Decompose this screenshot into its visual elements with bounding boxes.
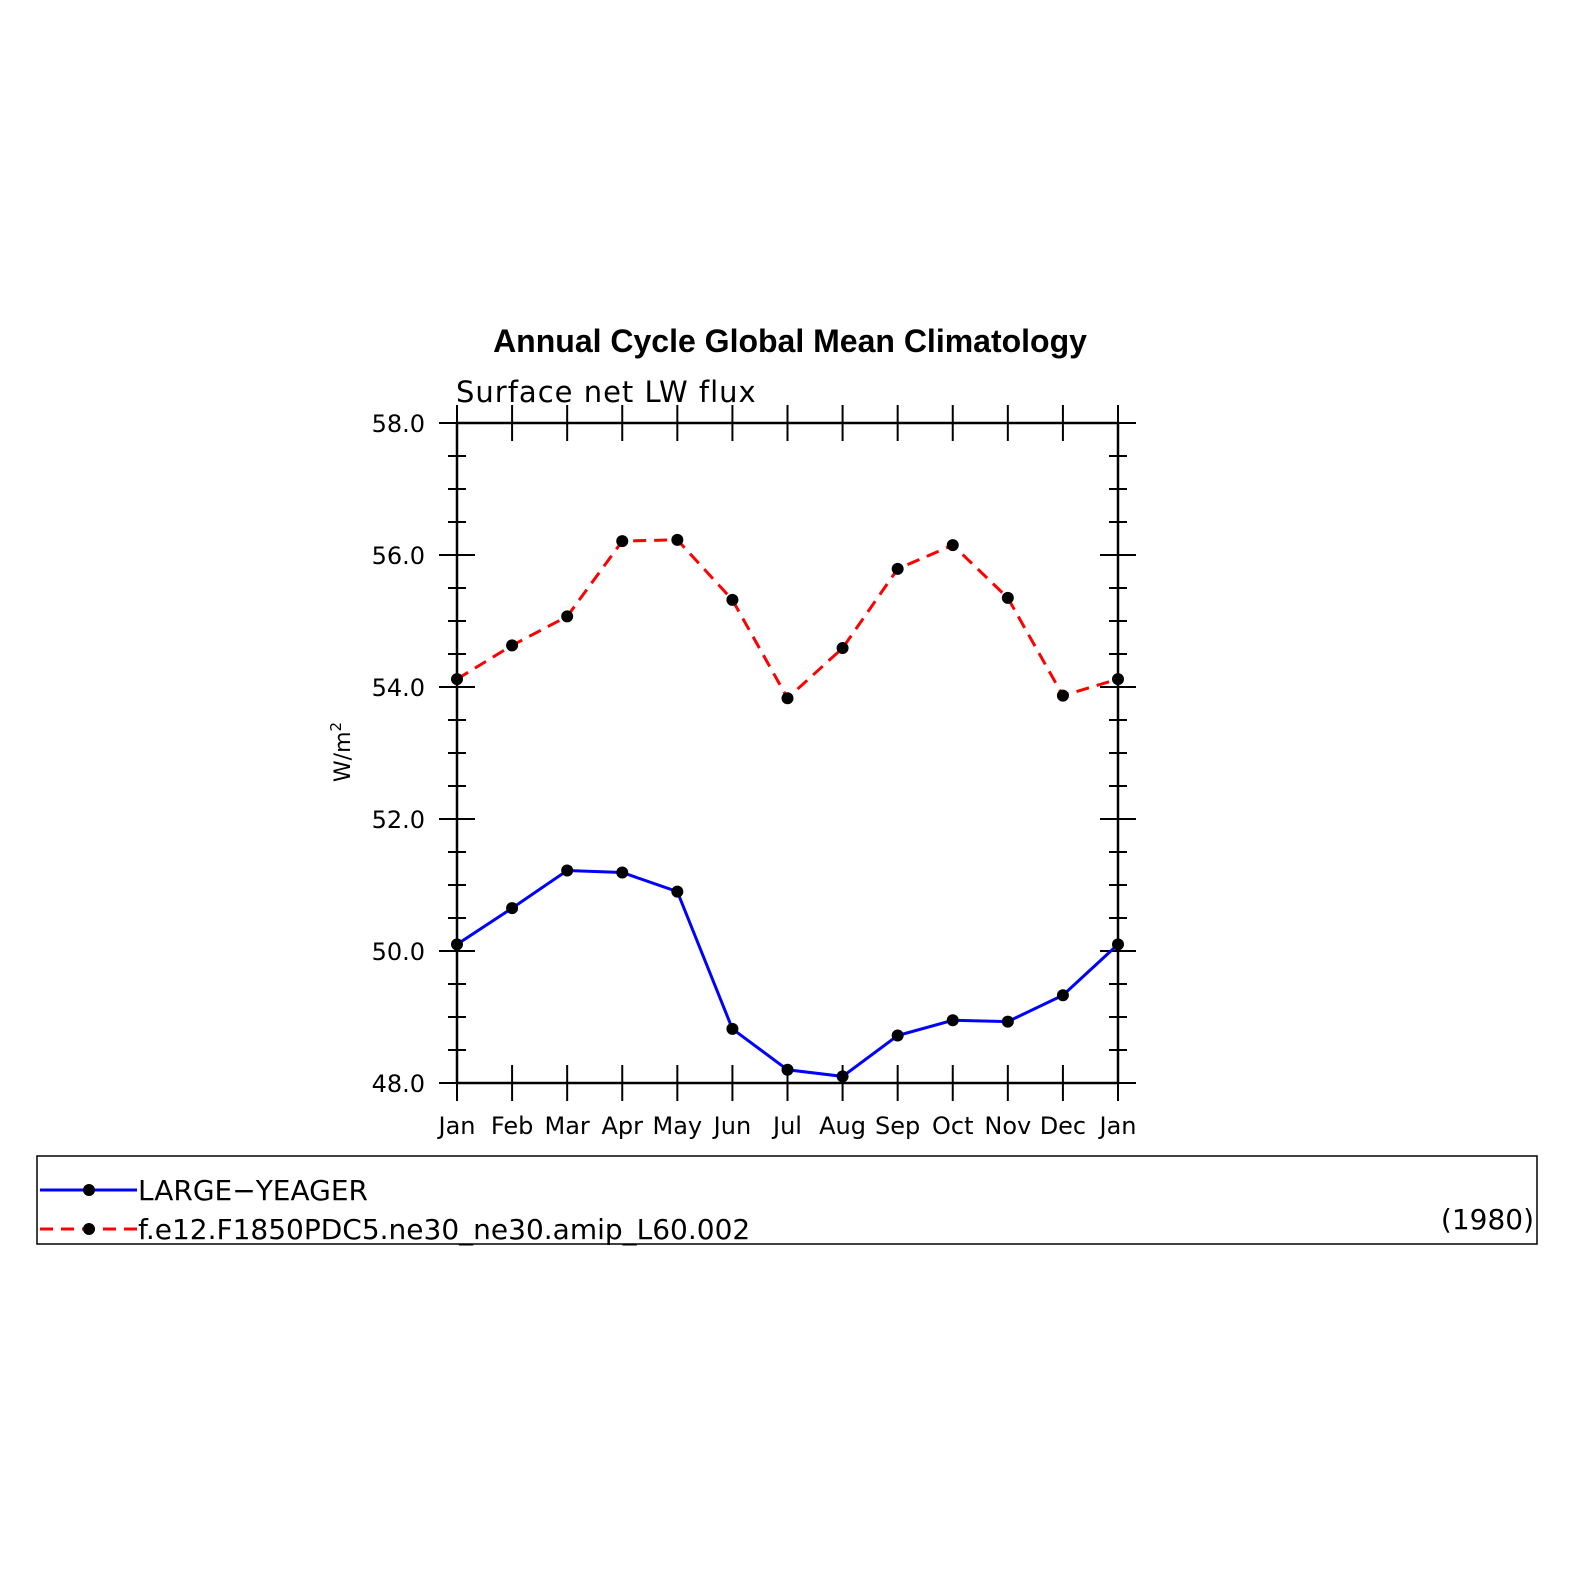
series-points bbox=[451, 533, 1124, 1083]
y-tick-label: 58.0 bbox=[372, 410, 425, 438]
plot-frame bbox=[455, 421, 1120, 1085]
legend: LARGE−YEAGER f.e12.F1850PDC5.ne30_ne30.am… bbox=[36, 1155, 1538, 1246]
data-point-series-2 bbox=[506, 639, 519, 652]
data-point-series-1 bbox=[781, 1063, 794, 1076]
x-tick-label: Jul bbox=[771, 1112, 802, 1140]
x-tick-label: Dec bbox=[1040, 1112, 1086, 1140]
chart-title: Annual Cycle Global Mean Climatology bbox=[493, 323, 1087, 359]
legend-box bbox=[36, 1155, 1538, 1245]
y-axis-label: W/m2 bbox=[327, 722, 356, 782]
y-tick-label: 56.0 bbox=[372, 542, 425, 570]
svg-text:W/m2: W/m2 bbox=[327, 722, 356, 782]
data-point-series-1 bbox=[891, 1029, 904, 1042]
x-tick-label: Mar bbox=[545, 1112, 590, 1140]
data-point-series-2 bbox=[946, 539, 959, 552]
x-tick-label: Jun bbox=[712, 1112, 752, 1140]
x-tick-label: May bbox=[653, 1112, 703, 1140]
data-point-series-1 bbox=[836, 1070, 849, 1083]
series-line-1 bbox=[456, 868, 1120, 1078]
data-point-series-1 bbox=[506, 902, 519, 915]
x-tick-labels: Jan Feb Mar Apr May Jun Jul Aug Sep Oct Nov Dec Jan bbox=[437, 1112, 1137, 1140]
y-tick-label: 48.0 bbox=[372, 1070, 425, 1098]
x-tick-label: Jan bbox=[437, 1112, 476, 1140]
x-tick-label: Jan bbox=[1098, 1112, 1137, 1140]
data-point-series-1 bbox=[451, 938, 463, 951]
data-point-series-2 bbox=[1001, 591, 1014, 604]
y-axis-label-text: W/m bbox=[331, 731, 356, 782]
series-lines bbox=[456, 538, 1120, 1078]
y-tick-label: 52.0 bbox=[372, 806, 425, 834]
legend-marker-1 bbox=[83, 1184, 95, 1196]
data-point-series-2 bbox=[891, 562, 904, 575]
data-point-series-1 bbox=[1001, 1015, 1014, 1028]
data-point-series-1 bbox=[946, 1014, 959, 1027]
y-tick-labels: 48.0 50.0 52.0 54.0 56.0 58.0 bbox=[372, 410, 425, 1098]
data-point-series-1 bbox=[1112, 938, 1124, 951]
series-line-2 bbox=[456, 538, 1119, 701]
data-point-series-2 bbox=[726, 593, 739, 606]
legend-marker-2 bbox=[83, 1223, 95, 1235]
x-tick-label: Sep bbox=[875, 1112, 920, 1140]
data-point-series-1 bbox=[671, 885, 684, 898]
data-point-series-2 bbox=[1056, 689, 1069, 702]
data-point-series-2 bbox=[561, 610, 574, 623]
data-point-series-2 bbox=[836, 642, 849, 655]
data-point-series-1 bbox=[1056, 989, 1069, 1002]
data-point-series-2 bbox=[616, 535, 629, 548]
data-point-series-1 bbox=[561, 864, 574, 877]
y-tick-label: 50.0 bbox=[372, 938, 425, 966]
y-tick-label: 54.0 bbox=[372, 674, 425, 702]
data-point-series-1 bbox=[726, 1022, 739, 1035]
y-axis-label-superscript: 2 bbox=[327, 722, 345, 732]
x-tick-label: Apr bbox=[601, 1112, 643, 1140]
data-point-series-2 bbox=[671, 533, 684, 546]
x-tick-label: Aug bbox=[819, 1112, 866, 1140]
data-point-series-2 bbox=[451, 673, 463, 686]
x-tick-label: Nov bbox=[984, 1112, 1031, 1140]
chart-subtitle: Surface net LW flux bbox=[456, 375, 757, 409]
legend-label-2: f.e12.F1850PDC5.ne30_ne30.amip_L60.002 bbox=[138, 1213, 750, 1246]
data-point-series-1 bbox=[616, 866, 629, 879]
data-point-series-2 bbox=[781, 692, 794, 705]
x-tick-label: Feb bbox=[491, 1112, 534, 1140]
x-tick-label: Oct bbox=[932, 1112, 974, 1140]
data-point-series-2 bbox=[1112, 673, 1124, 686]
plot-axes bbox=[439, 405, 1136, 1101]
legend-note: (1980) bbox=[1441, 1203, 1534, 1236]
legend-entries: LARGE−YEAGER f.e12.F1850PDC5.ne30_ne30.am… bbox=[40, 1174, 750, 1246]
legend-label-1: LARGE−YEAGER bbox=[138, 1174, 368, 1207]
